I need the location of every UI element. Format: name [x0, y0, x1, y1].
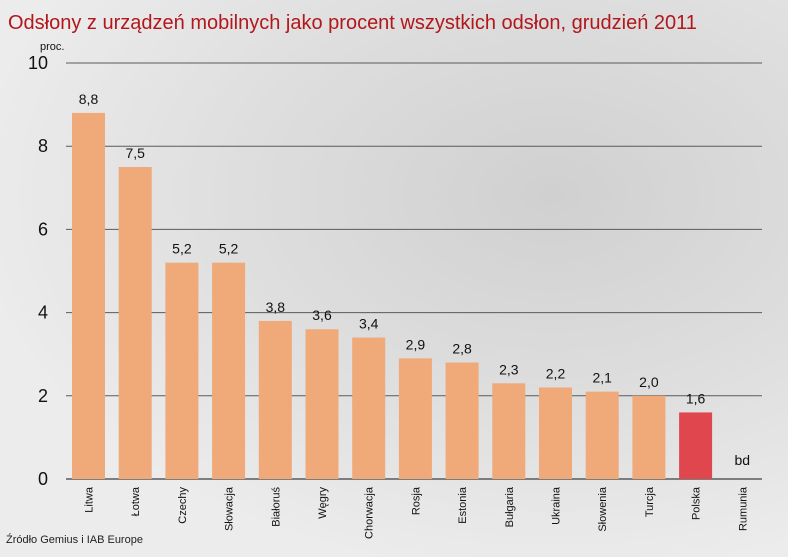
source-note: Źródło Gemius i IAB Europe: [6, 534, 143, 546]
bar: [212, 262, 246, 479]
bar: [258, 320, 292, 479]
category-label: Rumunia: [737, 486, 749, 531]
y-tick-label: 6: [38, 219, 48, 239]
value-label: 2,2: [546, 365, 566, 381]
bar: [539, 387, 572, 479]
bars: [72, 112, 713, 480]
category-label: Słowacja: [224, 486, 236, 531]
y-axis-ticks: 0 2 4 6 8 10: [28, 53, 48, 489]
category-label: Polska: [691, 486, 703, 520]
value-labels: 8,8 7,5 5,2 5,2 3,8 3,6 3,4 2,9 2,8 2,3 2,2 2,1 2,0 1…: [79, 91, 750, 468]
category-label: Słowenia: [597, 486, 609, 532]
value-label: 3,6: [312, 307, 332, 323]
value-label: 5,2: [172, 241, 192, 257]
bar: [165, 262, 199, 479]
category-label: Czechy: [177, 487, 189, 524]
y-tick-label: 10: [28, 53, 48, 73]
category-label: Bułgaria: [504, 486, 516, 527]
bar: [585, 391, 619, 479]
value-label: 7,5: [125, 145, 145, 161]
y-tick-label: 8: [38, 136, 48, 156]
category-label: Litwa: [84, 486, 96, 513]
category-label: Białoruś: [270, 487, 282, 527]
value-label: 2,8: [452, 341, 472, 357]
bar: [118, 167, 152, 479]
value-label: 2,3: [499, 361, 519, 377]
value-label: 3,4: [359, 316, 379, 332]
y-tick-label: 2: [38, 386, 48, 406]
value-label: 3,8: [266, 299, 286, 315]
category-label: Węgry: [317, 487, 329, 519]
chart-title: Odsłony z urządzeń mobilnych jako procen…: [8, 12, 697, 34]
bar: [632, 395, 666, 479]
category-label: Rosja: [410, 486, 422, 515]
bar: [305, 329, 339, 479]
y-tick-label: 0: [38, 469, 48, 489]
category-label: Ukraina: [551, 486, 563, 525]
bar: [72, 112, 105, 480]
category-label: Turcja: [644, 486, 656, 517]
category-label: Łotwa: [130, 486, 142, 516]
y-tick-label: 4: [38, 303, 48, 323]
y-axis-unit-label: proc.: [40, 41, 64, 53]
bar: [352, 337, 386, 479]
value-label: 2,0: [639, 374, 659, 390]
bar: [492, 383, 526, 479]
value-label: 5,2: [219, 241, 239, 257]
category-labels: Litwa Łotwa Czechy Słowacja Białoruś Węgry Cho…: [84, 486, 750, 539]
value-label: 8,8: [79, 91, 99, 107]
category-label: Chorwacja: [364, 486, 376, 539]
bar: [398, 358, 432, 479]
bar: [445, 362, 479, 479]
bar: [679, 412, 713, 479]
value-label: bd: [735, 452, 751, 468]
value-label: 2,9: [406, 336, 426, 352]
category-label: Estonia: [457, 486, 469, 524]
value-label: 1,6: [686, 390, 706, 406]
value-label: 2,1: [592, 370, 612, 386]
